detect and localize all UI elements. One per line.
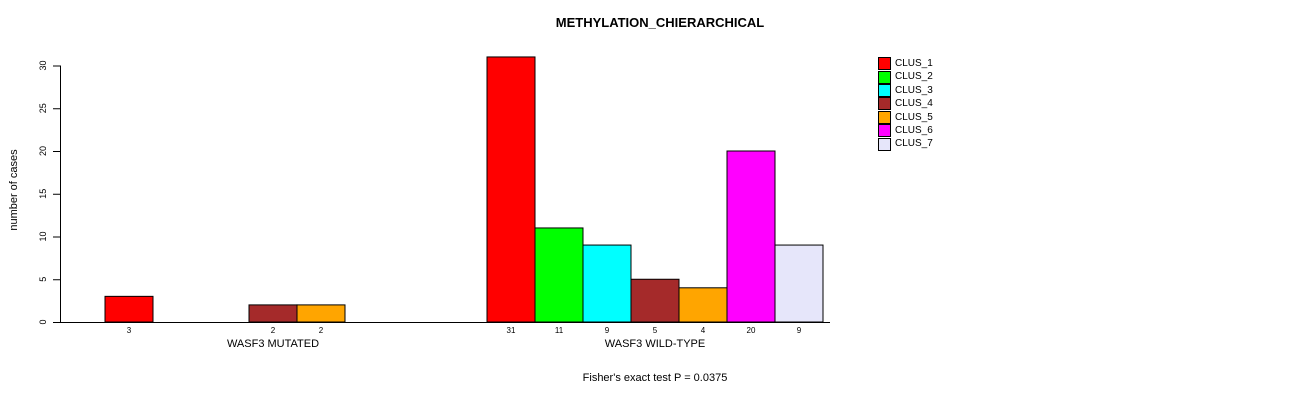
bar-value-label: 9 (605, 326, 610, 335)
bar-value-label: 3 (127, 326, 132, 335)
bar-clus_5 (678, 287, 728, 323)
legend-label: CLUS_2 (895, 71, 933, 83)
legend-swatch-clus_3 (878, 83, 891, 97)
y-axis-tick-label: 30 (38, 60, 48, 70)
legend-label: CLUS_1 (895, 58, 933, 69)
legend-label: CLUS_7 (895, 138, 933, 150)
legend-item-clus_4: CLUS_4 (878, 97, 933, 111)
legend-swatch-clus_6 (878, 124, 891, 138)
legend-swatch-clus_5 (878, 110, 891, 124)
bar-value-label: 31 (507, 326, 516, 335)
legend-label: CLUS_5 (895, 111, 933, 123)
legend-label: CLUS_3 (895, 84, 933, 96)
group-label-wasf3-wild-type: WASF3 WILD-TYPE (604, 338, 706, 350)
bar-value-label: 11 (555, 326, 564, 335)
y-axis-tick-label: 20 (38, 146, 48, 156)
bar-clus_2 (534, 227, 584, 323)
legend-item-clus_2: CLUS_2 (878, 70, 933, 84)
legend-swatch-clus_4 (878, 97, 891, 111)
legend-item-clus_6: CLUS_6 (878, 124, 933, 138)
bar-clus_3 (582, 244, 632, 323)
bar-clus_4 (630, 278, 680, 323)
legend-item-clus_3: CLUS_3 (878, 83, 933, 97)
bar-clus_6 (726, 150, 776, 323)
bar-value-label: 2 (319, 326, 324, 335)
y-axis-tick-label: 25 (38, 103, 48, 113)
legend-item-clus_1: CLUS_1 (878, 57, 933, 71)
bar-clus_1 (486, 56, 536, 323)
bar-value-label: 5 (653, 326, 658, 335)
bar-value-label: 4 (701, 326, 706, 335)
y-axis-tick-label: 10 (38, 231, 48, 241)
legend-label: CLUS_6 (895, 124, 933, 136)
y-axis-tick-label: 15 (38, 189, 48, 199)
group-label-wasf3-mutated: WASF3 MUTATED (226, 338, 320, 350)
bar-value-label: 20 (747, 326, 756, 335)
legend-swatch-clus_2 (878, 70, 891, 84)
legend-swatch-clus_1 (878, 57, 891, 71)
legend-label: CLUS_4 (895, 98, 933, 110)
bar-clus_7 (774, 244, 824, 323)
legend: CLUS_1 CLUS_2 CLUS_3 CLUS_4 CLUS_5 CLUS_6 CLUS… (878, 57, 933, 151)
legend-item-clus_7: CLUS_7 (878, 137, 933, 151)
legend-swatch-clus_7 (878, 137, 891, 151)
y-axis-tick-label: 0 (38, 319, 48, 324)
bar-clus_1 (104, 295, 154, 323)
bar-value-label: 9 (797, 326, 802, 335)
legend-item-clus_5: CLUS_5 (878, 110, 933, 124)
y-axis-tick-label: 5 (38, 277, 48, 282)
chart-title: METHYLATION_CHIERARCHICAL (555, 15, 765, 30)
bar-clus_4 (248, 304, 298, 323)
fisher-test-annotation: Fisher's exact test P = 0.0375 (582, 372, 728, 384)
bar-clus_5 (296, 304, 346, 323)
bar-value-label: 2 (271, 326, 276, 335)
